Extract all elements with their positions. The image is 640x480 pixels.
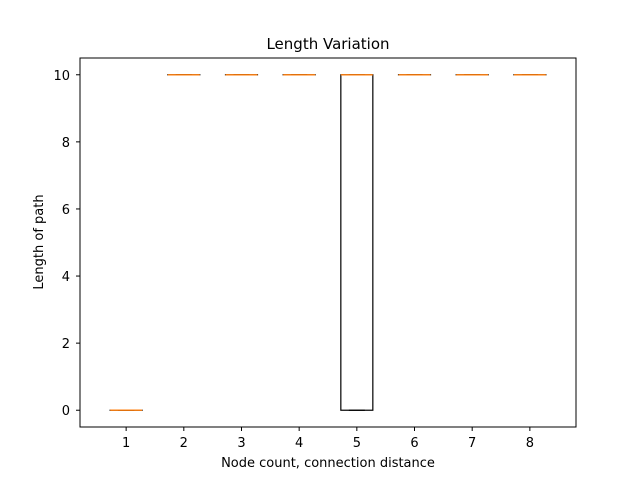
plot-marks [109, 74, 547, 411]
box-5 [340, 74, 374, 411]
x-tick-label-7: 7 [468, 436, 476, 451]
box-group-5 [340, 74, 374, 411]
x-tick-label-1: 1 [122, 436, 130, 451]
y-tick-label-10: 10 [53, 69, 70, 84]
x-axis-ticks: 1 2 3 4 5 6 7 8 [122, 427, 534, 451]
y-tick-label-4: 4 [62, 270, 70, 285]
x-tick-label-8: 8 [526, 436, 534, 451]
y-tick-label-2: 2 [62, 337, 70, 352]
x-tick-label-6: 6 [410, 436, 418, 451]
y-tick-label-8: 8 [62, 136, 70, 151]
y-tick-label-6: 6 [62, 203, 70, 218]
x-axis-label: Node count, connection distance [221, 456, 435, 471]
y-axis-ticks: 0 2 4 6 8 10 [53, 69, 80, 419]
x-tick-label-3: 3 [237, 436, 245, 451]
y-axis-label: Length of path [32, 194, 47, 289]
x-tick-label-4: 4 [295, 436, 303, 451]
x-tick-label-2: 2 [180, 436, 188, 451]
x-tick-label-5: 5 [353, 436, 361, 451]
chart-title: Length Variation [266, 35, 389, 53]
plot-frame [79, 57, 577, 428]
y-tick-label-0: 0 [62, 404, 70, 419]
